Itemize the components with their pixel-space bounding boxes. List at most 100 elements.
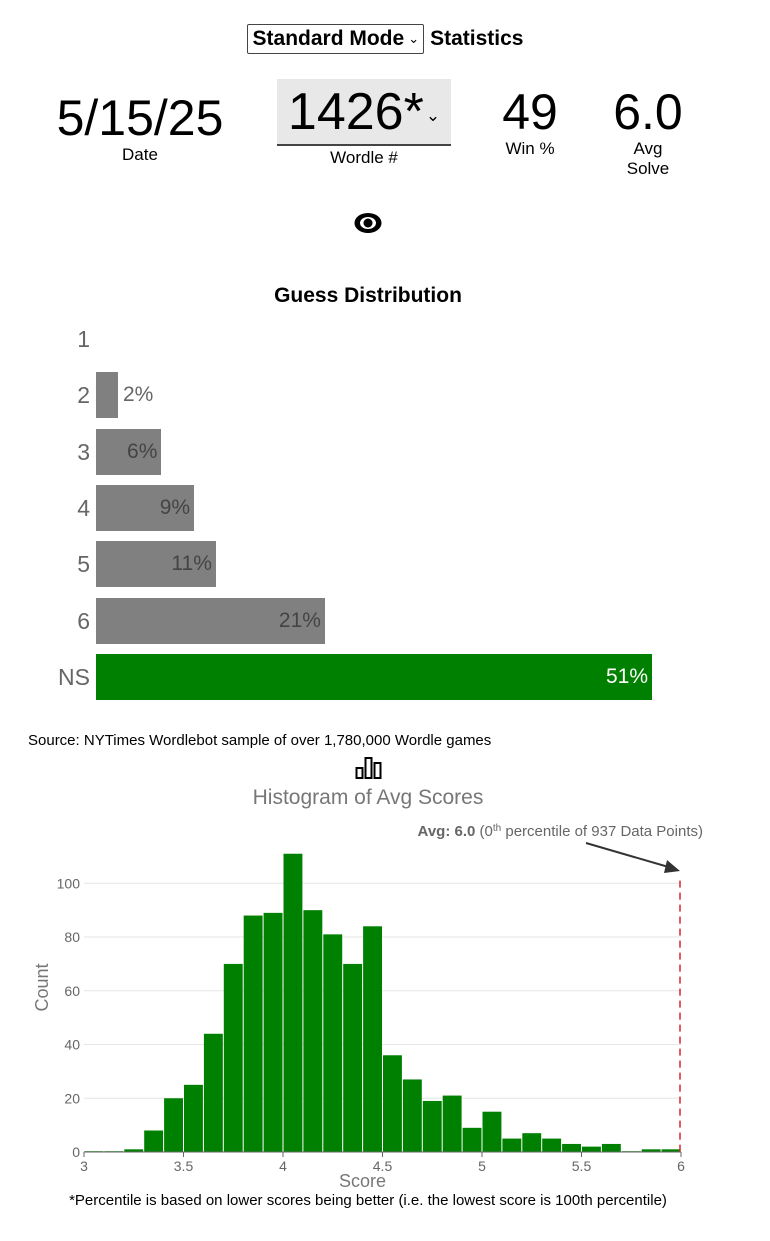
histogram-bar [164,1098,183,1152]
histogram-bar [601,1143,621,1152]
histogram-bar [203,1033,223,1152]
histogram-bar [641,1149,661,1152]
distribution-pct: 9% [159,495,191,519]
stat-date: 5/15/25 Date [48,91,232,165]
distribution-title: Guess Distribution [274,284,462,307]
distribution-row-label: 2 [77,382,90,409]
y-axis-label: Count [32,963,52,1011]
distribution-bar: 6% [96,428,162,475]
y-tick-label: 80 [64,929,80,945]
stat-win: 49 Win % [484,85,576,159]
mode-select[interactable]: Standard Mode ⌄ [246,24,425,54]
distribution-row: 1 [0,316,736,362]
distribution-bar: 51% [96,653,652,700]
distribution-row: 5 11% [0,541,736,588]
mode-select-label: Standard Mode [252,27,405,50]
x-tick-label: 5.5 [572,1158,592,1174]
distribution-bar [96,372,118,419]
distribution-pct: 6% [127,439,158,463]
distribution-pct: 21% [278,608,321,632]
win-value: 49 [502,84,558,140]
histogram-bar [323,934,343,1152]
distribution-row: NS 51% [0,653,736,700]
histogram-bar [124,1149,144,1152]
distribution-pct: 51% [605,664,648,688]
x-tick-label: 6 [677,1158,685,1174]
chevron-down-icon: ⌄ [425,105,441,125]
distribution-bar: 9% [96,484,195,531]
x-tick-label: 4.5 [373,1158,393,1174]
histogram-bar [184,1084,203,1152]
x-tick-label: 5 [478,1158,486,1174]
histogram-bar [582,1146,601,1152]
source-text: Source: NYTimes Wordlebot sample of over… [28,732,492,749]
distribution-row-label: 6 [77,607,90,634]
histogram-title: Histogram of Avg Scores [252,786,484,809]
distribution-row-label: 1 [77,326,90,352]
distribution-bar: 21% [96,597,325,644]
histogram-bar [522,1133,542,1152]
distribution-bar: 11% [96,541,216,588]
annotation-pre: (0 [475,823,493,840]
histogram-chart: 0 20 40 60 80 100 3 3.5 4 4.5 5 5.5 6 Score Count Avg: … [32,823,703,1192]
distribution-row-label: 3 [77,438,90,465]
annotation-sup: th [493,823,501,834]
win-label: Win % [505,139,555,158]
x-tick-label: 3 [80,1158,88,1174]
avg-label-line2: Solve [626,159,670,178]
header-row: Standard Mode ⌄ Statistics [0,24,770,54]
y-tick-label: 0 [72,1144,80,1160]
distribution-row-label: NS [58,663,90,690]
histogram-bar [502,1138,522,1152]
distribution-row: 3 6% [0,428,736,475]
avg-value: 6.0 [613,84,683,140]
x-tick-label: 3.5 [174,1158,194,1174]
x-tick-label: 4 [279,1158,287,1174]
histogram-bar [303,910,323,1152]
distribution-row: 2 2% [0,372,736,419]
histogram-bar [482,1111,502,1152]
footnote: *Percentile is based on lower scores bei… [69,1192,667,1209]
distribution-row-label: 4 [77,494,90,521]
histogram-bar [383,1055,402,1152]
y-tick-label: 40 [64,1037,80,1053]
distribution-row-label: 5 [77,551,90,578]
distribution-pct: 2% [123,383,154,407]
y-tick-label: 20 [64,1090,80,1106]
chevron-down-icon: ⌄ [408,31,420,46]
histogram-bar [283,853,303,1152]
date-label: Date [122,145,158,164]
histogram-bar [402,1079,422,1152]
stat-avg: 6.0 Avg Solve [598,85,698,179]
histogram-bar [343,963,363,1152]
histogram-bar [661,1149,681,1152]
wordle-number-select[interactable]: 1426* ⌄ [277,79,451,146]
histogram-bar [263,912,283,1152]
annotation-text: Avg: 6.0 (0th percentile of 937 Data Poi… [418,823,703,841]
page-title: Statistics [430,27,524,50]
histogram-bar [422,1100,442,1152]
avg-label-line1: Avg [633,139,663,158]
x-axis-label: Score [339,1171,386,1191]
wordle-value: 1426* [287,82,424,141]
histogram-bar [144,1130,164,1152]
arrow-head-icon [664,860,680,873]
distribution-row: 6 21% [0,597,736,644]
bar-chart-icon[interactable] [355,756,383,785]
annotation-post: percentile of 937 Data Points) [501,823,703,840]
annotation-bold: Avg: 6.0 [418,823,476,840]
histogram-bar [462,1127,482,1152]
histogram-bar [542,1138,562,1152]
histogram-bar [562,1143,581,1152]
wordle-label: Wordle # [330,148,398,167]
distribution-pct: 11% [171,552,212,576]
y-tick-label: 100 [57,875,81,891]
histogram-bar [442,1095,462,1152]
eye-icon[interactable] [353,211,383,240]
histogram-bar [363,926,382,1152]
histogram-bar [223,963,243,1152]
y-tick-label: 60 [64,983,80,999]
stat-wordle: 1426* ⌄ Wordle # [277,79,451,168]
histogram-bar [243,915,263,1152]
date-value: 5/15/25 [56,90,224,146]
